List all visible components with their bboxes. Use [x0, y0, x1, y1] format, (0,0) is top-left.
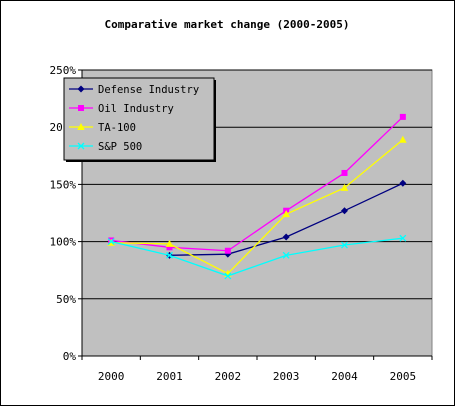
data-point-triangle — [282, 210, 290, 218]
data-point-diamond — [341, 207, 348, 215]
data-point-x — [107, 238, 115, 246]
data-point-diamond — [399, 179, 407, 187]
legend-item: TA-100 — [69, 122, 136, 134]
data-point-square — [341, 169, 348, 176]
data-point-triangle — [77, 123, 85, 130]
series-lines — [107, 113, 407, 280]
x-tick-label: 2005 — [390, 370, 417, 383]
data-point-square — [166, 244, 173, 251]
data-point-triangle — [165, 239, 174, 247]
legend-item: Defense Industry — [69, 84, 199, 96]
legend-label: TA-100 — [98, 122, 136, 134]
y-tick-label: 100% — [50, 236, 77, 249]
data-point-triangle — [340, 183, 349, 191]
legend-item: S&P 500 — [69, 141, 142, 153]
data-point-x — [224, 272, 232, 280]
legend-label: Defense Industry — [98, 84, 199, 96]
data-point-square — [399, 113, 406, 120]
x-tick-label: 2001 — [156, 370, 183, 383]
y-tick-label: 0% — [63, 350, 77, 363]
y-tick-label: 50% — [56, 293, 76, 306]
x-tick-label: 2002 — [215, 370, 242, 383]
data-point-diamond — [282, 233, 290, 241]
data-point-x — [399, 234, 407, 242]
data-point-x — [341, 241, 348, 249]
data-point-square — [78, 105, 84, 111]
data-point-square — [224, 247, 231, 254]
series-line — [111, 139, 404, 275]
chart-title: Comparative market change (2000-2005) — [104, 18, 349, 31]
y-tick-label: 250% — [50, 64, 77, 77]
data-point-triangle — [399, 135, 407, 143]
legend-label: S&P 500 — [98, 141, 142, 153]
y-tick-label: 150% — [50, 178, 77, 191]
axes: 0%50%100%150%200%250%2000 2001 2002 2003 200… — [50, 64, 433, 383]
legend-item: Oil Industry — [69, 103, 174, 115]
legend: Defense Industry Oil Industry TA-100 S&P 50… — [63, 77, 216, 162]
x-tick-label: 2004 — [331, 370, 358, 383]
data-point-x — [77, 142, 85, 150]
legend-label: Oil Industry — [98, 103, 174, 115]
x-tick-label: 2000 — [98, 370, 125, 383]
x-tick-label: 2003 — [273, 370, 300, 383]
series-line — [111, 237, 403, 277]
series-s-p-500 — [107, 234, 407, 280]
data-point-x — [166, 251, 173, 259]
data-point-x — [282, 251, 290, 259]
data-point-diamond — [77, 85, 85, 93]
series-line — [111, 116, 404, 252]
